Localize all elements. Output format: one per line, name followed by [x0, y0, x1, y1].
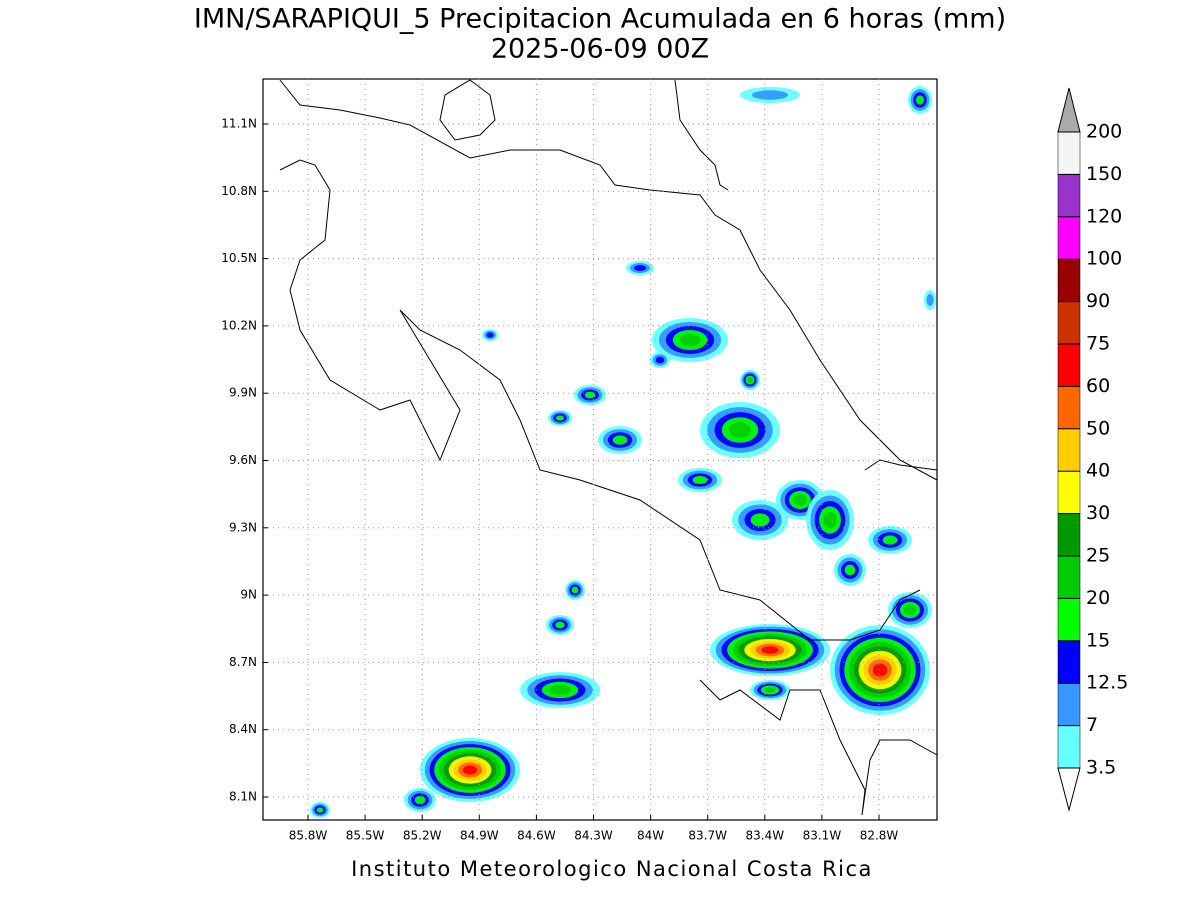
colorbar-label: 60: [1086, 375, 1110, 397]
rain-cell: [926, 294, 934, 306]
rain-cell: [486, 332, 494, 338]
y-tick-label: 9.9N: [229, 386, 257, 400]
colorbar-segment: [1057, 131, 1081, 175]
y-tick-label: 9.6N: [229, 453, 257, 467]
colorbar-label: 3.5: [1086, 757, 1116, 779]
colorbar-label: 50: [1086, 417, 1110, 439]
x-tick-label: 85.2W: [403, 829, 442, 843]
rain-cell: [462, 765, 478, 775]
rain-cell: [571, 586, 579, 594]
rain-cell: [634, 265, 646, 271]
colorbar-label: 7: [1086, 714, 1098, 736]
rain-cell: [793, 494, 807, 506]
rain-cell: [555, 621, 565, 629]
y-tick-label: 11.1N: [221, 117, 257, 131]
rain-cell: [584, 391, 596, 399]
title: IMN/SARAPIQUI_5 Precipitacion Acumulada …: [194, 4, 1006, 35]
rain-cell: [844, 564, 856, 576]
rain-cell: [764, 687, 776, 693]
colorbar-segment: [1057, 87, 1081, 133]
colorbar-segment: [1057, 470, 1081, 514]
colorbar-segment: [1057, 767, 1081, 812]
colorbar-label: 75: [1086, 333, 1110, 355]
precipitation-field: [310, 86, 936, 818]
colorbar-label: 15: [1086, 629, 1110, 651]
x-tick-label: 84.6W: [517, 829, 556, 843]
y-tick-label: 10.5N: [221, 251, 257, 265]
colorbar-segment: [1057, 513, 1081, 557]
rain-cell: [414, 796, 426, 804]
colorbar-segment: [1057, 258, 1081, 302]
x-tick-label: 84.3W: [574, 829, 613, 843]
colorbar-segment: [1057, 598, 1081, 642]
rain-cell: [761, 646, 779, 654]
rain-cell: [750, 513, 770, 527]
colorbar-label: 90: [1086, 290, 1110, 312]
x-tick-label: 82.8W: [860, 829, 899, 843]
rain-cell: [916, 95, 924, 105]
map-frame: [262, 78, 938, 821]
colorbar-label: 40: [1086, 460, 1110, 482]
footer: Instituto Meteorologico Nacional Costa R…: [351, 857, 873, 881]
colorbar-segment: [1057, 682, 1081, 726]
colorbar-segment: [1057, 216, 1081, 260]
x-tick-label: 84.9W: [460, 829, 499, 843]
rain-cell: [549, 685, 571, 695]
colorbar-segment: [1057, 428, 1081, 472]
colorbar-segment: [1057, 640, 1081, 684]
rain-cell: [882, 535, 898, 545]
rain-cell: [692, 476, 708, 484]
y-tick-label: 10.2N: [221, 318, 257, 332]
y-tick-label: 8.7N: [229, 655, 257, 669]
rain-cell: [904, 605, 916, 615]
x-tick-label: 83.7W: [688, 829, 727, 843]
colorbar-label: 200: [1086, 121, 1122, 143]
colorbar-segment: [1057, 343, 1081, 387]
colorbar-label: 20: [1086, 587, 1110, 609]
x-tick-label: 85.8W: [289, 829, 328, 843]
colorbar-segment: [1057, 386, 1081, 430]
colorbar-segment: [1057, 301, 1081, 345]
rain-cell: [556, 415, 564, 421]
subtitle: 2025-06-09 00Z: [491, 34, 709, 65]
rain-cell: [823, 511, 837, 529]
coastline: [279, 79, 938, 816]
colorbar-label: 25: [1086, 545, 1110, 567]
x-tick-label: 83.4W: [746, 829, 785, 843]
rain-cell: [679, 334, 701, 346]
x-tick-label: 85.5W: [346, 829, 385, 843]
colorbar-segment: [1057, 725, 1081, 769]
rain-cell: [316, 807, 324, 813]
y-tick-label: 10.8N: [221, 184, 257, 198]
y-tick-label: 9.3N: [229, 520, 257, 534]
rain-cell: [655, 356, 665, 364]
x-tick-label: 84W: [637, 829, 664, 843]
colorbar-label: 150: [1086, 163, 1122, 185]
y-tick-label: 8.4N: [229, 722, 257, 736]
y-tick-label: 8.1N: [229, 790, 257, 804]
rain-cell: [729, 422, 751, 438]
rain-cell: [872, 663, 888, 677]
rain-cell: [747, 377, 753, 383]
colorbar-label: 12.5: [1086, 672, 1128, 694]
rain-cell: [612, 435, 628, 445]
colorbar-segment: [1057, 174, 1081, 218]
rain-cell: [752, 90, 788, 100]
colorbar-segment: [1057, 555, 1081, 599]
y-tick-label: 9N: [240, 588, 257, 602]
colorbar-label: 30: [1086, 502, 1110, 524]
colorbar-label: 100: [1086, 248, 1122, 270]
colorbar-label: 120: [1086, 205, 1122, 227]
x-tick-label: 83.1W: [803, 829, 842, 843]
